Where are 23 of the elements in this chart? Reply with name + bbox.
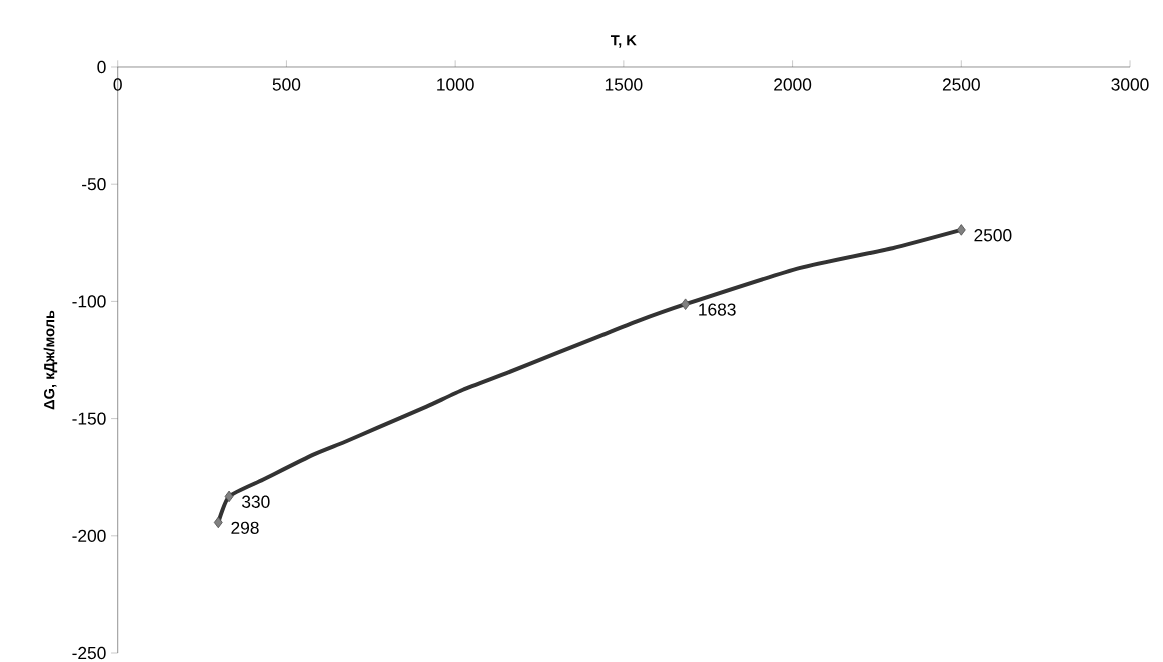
x-tick-label: 2500 xyxy=(942,78,980,91)
annotation: 2500 xyxy=(974,229,1012,242)
x-axis-title: T, K xyxy=(611,35,637,48)
y-tick-label: -150 xyxy=(72,412,106,425)
x-tick-label: 1500 xyxy=(605,78,643,91)
y-tick-label: -200 xyxy=(72,529,106,542)
y-tick-label: -250 xyxy=(72,646,106,660)
x-tick-label: 1000 xyxy=(437,78,474,91)
annotation: 1683 xyxy=(699,303,736,316)
annotation: 330 xyxy=(242,495,270,508)
point xyxy=(213,516,223,529)
point xyxy=(681,298,691,310)
y-axis-title: ΔG, кДж/моль xyxy=(43,310,58,410)
y-tick-label: -50 xyxy=(82,178,106,191)
y-tick-label: 0 xyxy=(97,60,106,74)
y-tick-label: -100 xyxy=(72,295,106,308)
point xyxy=(956,224,966,236)
x-tick-label: 0 xyxy=(113,78,122,91)
point xyxy=(224,490,234,503)
x-tick-label: 3000 xyxy=(1111,78,1149,91)
annotation: 298 xyxy=(231,521,259,534)
x-tick-label: 500 xyxy=(272,78,301,91)
x-tick-label: 2000 xyxy=(774,78,812,91)
